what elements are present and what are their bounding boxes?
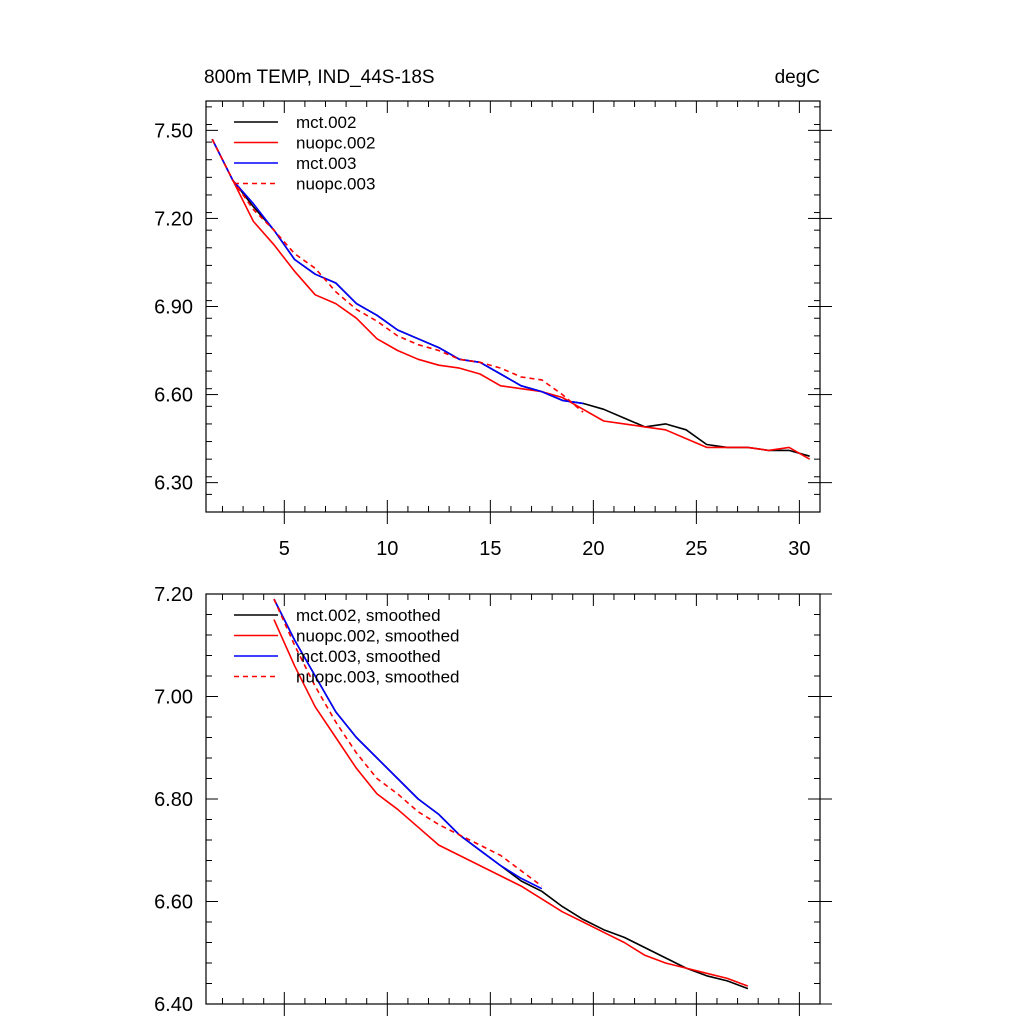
legend-label: nuopc.003, smoothed [296, 668, 460, 687]
legend-label: nuopc.002 [296, 134, 375, 153]
x-tick-label: 20 [582, 538, 604, 560]
legend-label: mct.003, smoothed [296, 647, 441, 666]
x-tick-label: 30 [788, 538, 810, 560]
bottom-chart: 6.40 6.60 6.80 7.00 7.20 mct.002, smoothed nuo… [154, 584, 832, 1016]
chart-units: degC [775, 67, 820, 88]
y-tick-label: 6.60 [154, 385, 193, 407]
legend-label: mct.002 [296, 113, 356, 132]
y-tick-label: 7.50 [154, 120, 193, 142]
y-tick-label: 6.60 [154, 892, 193, 914]
y-tick-label: 6.30 [154, 473, 193, 495]
y-tick-label: 6.90 [154, 297, 193, 319]
chart-title: 800m TEMP, IND_44S-18S [204, 67, 435, 88]
y-tick-label: 7.20 [154, 208, 193, 230]
y-tick-label: 6.40 [154, 994, 193, 1016]
y-tick-label: 7.20 [154, 584, 193, 606]
y-tick-label: 6.80 [154, 789, 193, 811]
legend-label: nuopc.002, smoothed [296, 627, 460, 646]
series-line-2 [212, 139, 583, 403]
legend-label: mct.003 [296, 154, 356, 173]
legend-label: mct.002, smoothed [296, 606, 441, 625]
x-tick-label: 25 [685, 538, 707, 560]
figure-canvas: 5 10 15 20 25 30 6.30 6.60 6.90 7.20 7.50 800m TEMP… [0, 0, 1024, 1024]
x-tick-label: 15 [479, 538, 501, 560]
series-line-3 [212, 139, 583, 412]
x-tick-label: 5 [279, 538, 290, 560]
y-tick-label: 7.00 [154, 687, 193, 709]
x-tick-label: 10 [376, 538, 398, 560]
legend-label: nuopc.003 [296, 175, 375, 194]
top-chart: 5 10 15 20 25 30 6.30 6.60 6.90 7.20 7.50 800m TEMP… [154, 67, 832, 560]
